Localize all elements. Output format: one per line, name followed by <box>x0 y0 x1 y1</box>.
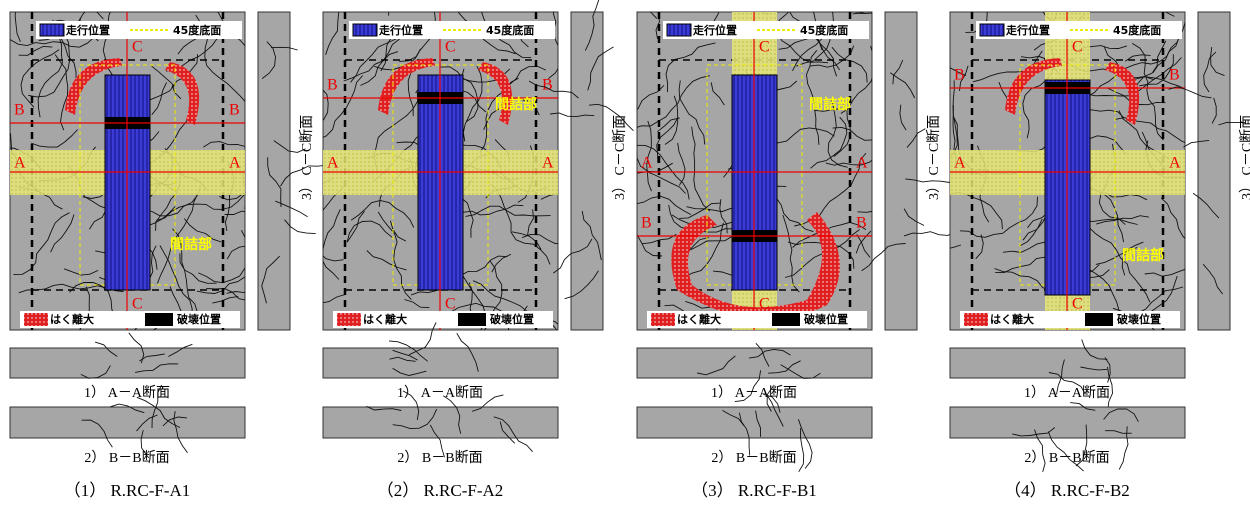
section-label: C <box>759 296 770 313</box>
section-caption: 1） A－A断面 <box>1024 385 1110 401</box>
legend-swatch <box>353 24 377 36</box>
legend-swatch <box>964 313 988 326</box>
section-label: C <box>445 39 456 56</box>
panel-title: （2） R.RC-F-A2 <box>377 481 504 500</box>
section-caption: 2） B－B断面 <box>1024 450 1109 466</box>
legend-swatch <box>458 313 486 326</box>
legend-label: 破壊位置 <box>177 312 221 326</box>
legend-swatch <box>337 313 361 326</box>
section-caption: 1） A－A断面 <box>84 385 170 401</box>
section-label: A <box>229 155 241 172</box>
section-c-strip <box>1198 12 1230 330</box>
legend-label: 破壊位置 <box>1117 312 1161 326</box>
legend-swatch <box>772 313 800 326</box>
section-b-strip <box>10 407 245 438</box>
gap-label: 間詰部 <box>495 96 537 113</box>
legend-swatch <box>40 24 64 36</box>
legend-swatch <box>1085 313 1113 326</box>
section-label: A <box>327 155 339 172</box>
legend-swatch <box>667 24 691 36</box>
section-label: C <box>1072 39 1083 56</box>
legend-swatch <box>980 24 1004 36</box>
legend-label: はく離大 <box>990 312 1034 326</box>
section-label: B <box>327 77 338 94</box>
section-label: C <box>1072 296 1083 313</box>
figure: A A B B C C 間詰部 走行位置 45度底面はく離大 破壊位置 3） C－C断面 1） A－A… <box>0 0 1250 510</box>
section-caption: 3） C－C断面 <box>926 115 942 200</box>
legend-label: 破壊位置 <box>490 312 534 326</box>
legend-label: 45度底面 <box>800 23 848 37</box>
legend-swatch <box>145 313 173 326</box>
section-caption: 3） C－C断面 <box>299 115 315 200</box>
legend-label: 45度底面 <box>173 23 221 37</box>
section-label: C <box>445 296 456 313</box>
gap-label: 間詰部 <box>809 96 851 113</box>
legend-label: 走行位置 <box>692 23 737 37</box>
legend-label: はく離大 <box>363 312 407 326</box>
section-caption: 2） B－B断面 <box>84 450 169 466</box>
section-b-strip <box>637 407 872 438</box>
section-a-strip <box>323 348 558 378</box>
legend-swatch <box>651 313 675 326</box>
crack <box>915 106 950 111</box>
legend-label: 45度底面 <box>1113 23 1161 37</box>
panel-title: （1） R.RC-F-A1 <box>64 481 191 500</box>
legend-label: 走行位置 <box>1005 23 1050 37</box>
section-label: C <box>132 296 143 313</box>
panel-title: （4） R.RC-F-B2 <box>1004 481 1130 500</box>
section-label: B <box>1169 67 1180 84</box>
section-c-strip <box>571 12 603 330</box>
legend-label: 破壊位置 <box>804 312 848 326</box>
section-label: A <box>856 155 868 172</box>
panel-title: （3） R.RC-F-B1 <box>691 481 817 500</box>
legend-label: 走行位置 <box>65 23 110 37</box>
legend-label: はく離大 <box>50 312 94 326</box>
section-c-strip <box>885 12 917 330</box>
section-caption: 3） C－C断面 <box>1239 115 1250 200</box>
section-b-strip <box>950 407 1185 438</box>
legend-label: はく離大 <box>677 312 721 326</box>
section-a-strip <box>950 348 1185 378</box>
legend-swatch <box>24 313 48 326</box>
section-label: B <box>229 102 240 119</box>
section-b-strip <box>323 407 558 438</box>
legend-label: 45度底面 <box>486 23 534 37</box>
section-label: A <box>1169 155 1181 172</box>
section-label: B <box>14 102 25 119</box>
section-caption: 1） A－A断面 <box>711 385 797 401</box>
section-label: B <box>542 77 553 94</box>
section-caption: 2） B－B断面 <box>397 450 482 466</box>
section-label: A <box>542 155 554 172</box>
section-caption: 2） B－B断面 <box>711 450 796 466</box>
section-label: B <box>954 67 965 84</box>
section-label: A <box>954 155 966 172</box>
gap-label: 間詰部 <box>1122 247 1164 264</box>
section-label: A <box>641 155 653 172</box>
section-a-strip <box>10 348 245 378</box>
section-caption: 1） A－A断面 <box>397 385 483 401</box>
section-label: B <box>856 215 867 232</box>
section-caption: 3） C－C断面 <box>612 115 628 200</box>
section-a-strip <box>637 348 872 378</box>
gap-label: 間詰部 <box>170 236 212 253</box>
section-label: A <box>14 155 26 172</box>
section-label: B <box>641 215 652 232</box>
section-label: C <box>132 39 143 56</box>
section-label: C <box>759 39 770 56</box>
legend-label: 走行位置 <box>378 23 423 37</box>
crack <box>0 305 10 341</box>
panel: A A B B C C 間詰部 走行位置 45度底面はく離大 破壊位置 3） C－C断面 1） A－A… <box>0 0 327 500</box>
